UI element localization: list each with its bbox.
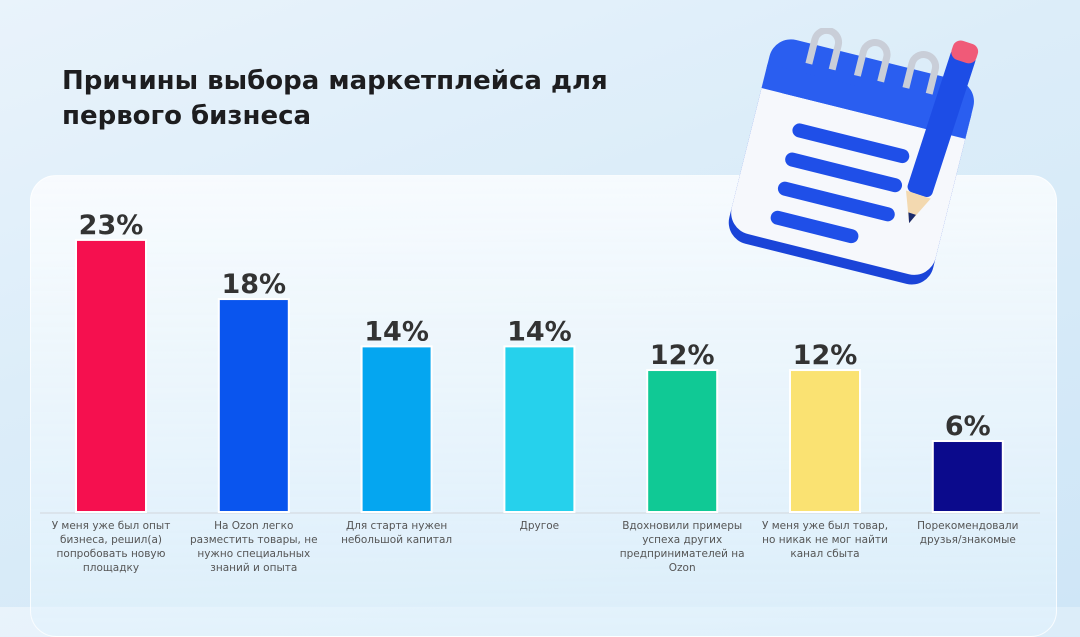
bar — [931, 440, 1004, 513]
bar-chart: 23% 18% 14% 14% 12% 12% 6% — [40, 210, 1040, 514]
category-label: Вдохновили примеры успеха других предпри… — [619, 520, 745, 574]
category-label: У меня уже был товар, но никак не мог на… — [761, 520, 889, 560]
bar — [75, 238, 147, 513]
data-label: 14% — [364, 316, 429, 347]
category-label: У меня уже был опыт бизнеса, решил(а) по… — [51, 520, 171, 574]
data-label: 18% — [221, 269, 286, 300]
category-label: Порекомендовали друзья/знакомые — [917, 520, 1019, 546]
notepad-pencil-icon — [728, 28, 979, 285]
page-title: Причины выбора маркетплейса для первого … — [62, 66, 608, 131]
data-label: 6% — [945, 411, 991, 442]
bar — [789, 369, 861, 514]
bar — [360, 345, 433, 513]
data-label: 23% — [79, 210, 144, 241]
bar — [217, 298, 290, 513]
category-label: На Ozon легко разместить товары, не нужн… — [190, 520, 318, 574]
data-label: 12% — [650, 340, 715, 371]
bar — [503, 345, 576, 513]
data-label: 14% — [507, 316, 572, 347]
category-label: Другое — [519, 520, 560, 532]
category-label: Для старта нужен небольшой капитал — [341, 520, 453, 546]
bar — [646, 369, 719, 514]
data-label: 12% — [793, 340, 858, 371]
